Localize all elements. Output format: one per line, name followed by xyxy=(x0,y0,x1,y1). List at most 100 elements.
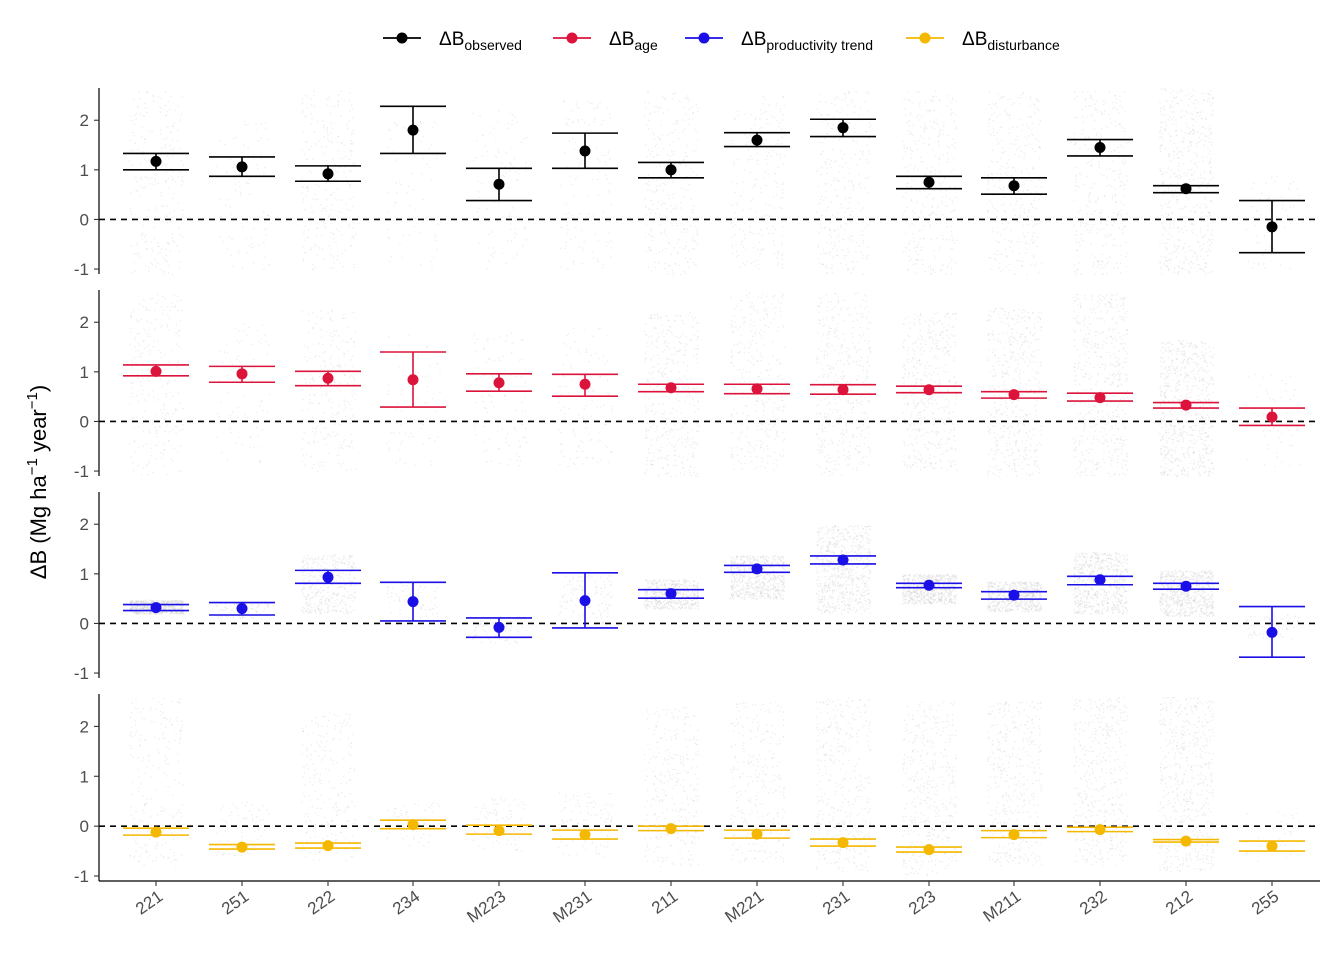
errorbar-observed-234 xyxy=(380,105,446,155)
legend-key-point-productivity xyxy=(698,32,710,44)
point-age-212 xyxy=(1180,399,1192,411)
errorbar-disturbance-212 xyxy=(1153,835,1219,847)
errorbar-productivity-251 xyxy=(209,601,275,616)
y-tick-label-disturbance: -1 xyxy=(74,867,89,886)
y-tick-label-age: 0 xyxy=(80,412,89,431)
y-tick-label-disturbance: 0 xyxy=(80,817,89,836)
x-tick-label-221: 221 xyxy=(132,887,166,919)
y-tick-label-disturbance: 1 xyxy=(80,767,89,786)
errorbar-age-M211 xyxy=(981,389,1047,401)
point-age-M221 xyxy=(751,383,763,395)
cloud-disturbance-M223 xyxy=(473,796,528,852)
cloud-age-251 xyxy=(216,323,271,463)
legend-key-point-age xyxy=(566,32,578,44)
point-observed-231 xyxy=(837,122,849,134)
point-productivity-231 xyxy=(837,554,849,566)
legend-label-sub-productivity: productivity trend xyxy=(766,37,873,53)
legend-label-sub-observed: observed xyxy=(464,37,522,53)
y-axis-label-sup1: −1 xyxy=(24,458,41,475)
y-tick-label-productivity: 0 xyxy=(80,614,89,633)
errorbar-age-231 xyxy=(810,383,876,396)
point-productivity-M221 xyxy=(751,563,763,575)
cloud-productivity-232 xyxy=(1073,551,1129,615)
panel-observed: 2 1 0 -1 xyxy=(74,88,1320,279)
legend-label-productivity: ΔBproductivity trend xyxy=(741,29,873,53)
y-tick-label-observed: 2 xyxy=(80,111,89,130)
errorbar-observed-222 xyxy=(295,165,361,183)
errorbar-observed-211 xyxy=(638,161,704,179)
point-age-M231 xyxy=(579,378,591,390)
point-observed-222 xyxy=(322,168,334,180)
point-disturbance-M231 xyxy=(579,829,591,841)
cloud-age-231 xyxy=(816,292,872,477)
cloud-observed-251 xyxy=(215,121,270,270)
errorbar-productivity-M231 xyxy=(552,572,618,629)
cloud-age-M211 xyxy=(987,307,1043,478)
y-axis-label: ΔB (Mg ha−1 year−1) xyxy=(24,385,51,579)
cloud-disturbance-251 xyxy=(215,801,270,857)
background-clouds-disturbance xyxy=(129,696,1300,876)
point-age-251 xyxy=(236,368,248,380)
legend-label-disturbance: ΔBdisturbance xyxy=(962,29,1060,53)
point-observed-255 xyxy=(1266,221,1278,233)
cloud-age-221 xyxy=(129,293,184,476)
point-productivity-234 xyxy=(407,596,419,608)
cloud-disturbance-234 xyxy=(386,801,440,847)
x-tick-label-222: 222 xyxy=(304,887,338,919)
legend-item-productivity: ΔBproductivity trend xyxy=(685,29,873,53)
errorbar-observed-M223 xyxy=(466,167,532,202)
point-observed-223 xyxy=(923,176,935,188)
background-clouds-productivity xyxy=(129,525,1300,645)
errorbar-disturbance-M211 xyxy=(981,829,1047,841)
y-tick-label-productivity: 1 xyxy=(80,565,89,584)
errorbar-age-223 xyxy=(896,384,962,396)
y-axis-label-sup2: −1 xyxy=(24,392,41,409)
y-axis-label-group: ΔB (Mg ha−1 year−1) xyxy=(24,385,51,579)
cloud-observed-M221 xyxy=(730,95,786,270)
point-disturbance-255 xyxy=(1266,840,1278,852)
y-tick-label-disturbance: 2 xyxy=(80,717,89,736)
legend-label-age: ΔBage xyxy=(609,29,658,53)
cloud-disturbance-221 xyxy=(129,697,184,867)
cloud-observed-232 xyxy=(1073,91,1129,276)
cloud-observed-255 xyxy=(1245,175,1300,270)
legend-label-observed: ΔBobserved xyxy=(439,29,522,53)
panel-disturbance: 2 1 0 -1 xyxy=(74,694,1320,886)
cloud-observed-M211 xyxy=(987,91,1043,276)
legend-label-base-observed: ΔB xyxy=(439,29,464,50)
point-observed-251 xyxy=(236,161,248,173)
errorbar-age-255 xyxy=(1239,407,1305,427)
x-tick-label-251: 251 xyxy=(218,887,252,919)
errorbar-productivity-M221 xyxy=(724,563,790,575)
errorbar-productivity-221 xyxy=(123,602,189,614)
errorbar-observed-M221 xyxy=(724,131,790,148)
point-age-223 xyxy=(923,384,935,396)
errorbar-disturbance-251 xyxy=(209,841,275,853)
cloud-disturbance-211 xyxy=(644,706,700,868)
errorbar-age-M221 xyxy=(724,383,790,395)
point-observed-221 xyxy=(150,155,162,167)
cloud-disturbance-M211 xyxy=(987,701,1043,867)
errorbar-observed-232 xyxy=(1067,138,1133,157)
legend-label-base-productivity: ΔB xyxy=(741,29,766,50)
background-clouds-age xyxy=(129,292,1301,478)
point-productivity-M223 xyxy=(493,621,505,633)
cloud-productivity-234 xyxy=(386,581,439,625)
panel-productivity: 2 1 0 -1 xyxy=(74,492,1320,683)
errorbar-age-M231 xyxy=(552,373,618,397)
cloud-observed-212 xyxy=(1159,88,1215,275)
y-axis-label-suffix: ) xyxy=(26,385,51,392)
point-age-221 xyxy=(150,365,162,377)
errorbar-observed-M211 xyxy=(981,176,1047,195)
point-age-M211 xyxy=(1008,389,1020,401)
cloud-productivity-231 xyxy=(816,525,872,615)
point-age-231 xyxy=(837,384,849,396)
legend-item-observed: ΔBobserved xyxy=(383,29,522,53)
point-disturbance-M211 xyxy=(1008,829,1020,841)
cloud-productivity-222 xyxy=(301,554,356,615)
panel-age: 2 1 0 -1 xyxy=(74,290,1320,481)
errorbar-age-232 xyxy=(1067,392,1133,404)
point-productivity-232 xyxy=(1094,574,1106,586)
errorbar-productivity-212 xyxy=(1153,580,1219,592)
cloud-age-232 xyxy=(1073,293,1129,478)
